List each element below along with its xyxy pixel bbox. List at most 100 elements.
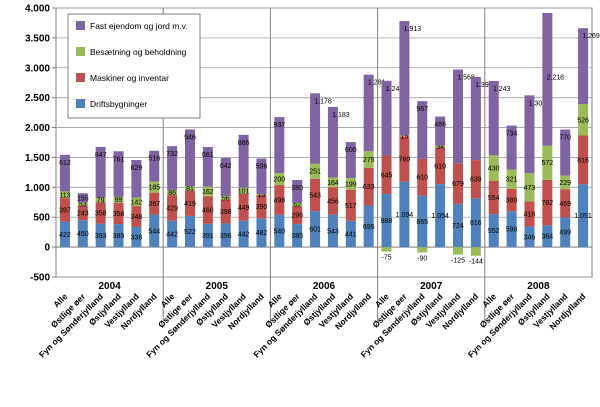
bar-segment [488, 214, 499, 248]
data-label: 598 [506, 227, 518, 234]
data-label: 554 [488, 195, 500, 202]
bar-segment [274, 214, 285, 248]
data-label: 393 [95, 233, 107, 240]
year-label: 2008 [527, 281, 550, 292]
data-label: 1.302 [529, 100, 547, 107]
data-label: 380 [506, 198, 518, 205]
bar-segment [274, 185, 285, 215]
y-tick-label: 2.000 [25, 123, 50, 134]
bar-segment [435, 116, 446, 146]
bar-segment [95, 197, 106, 203]
y-tick-label: 4.000 [25, 4, 50, 15]
data-label: 422 [59, 232, 71, 239]
bar-segment [220, 196, 231, 200]
bar-segment [345, 177, 356, 190]
bar-segment [256, 158, 267, 195]
data-label: 86 [168, 190, 176, 197]
data-label: 544 [148, 228, 160, 235]
data-label: 164 [327, 180, 339, 187]
bar-segment [435, 145, 446, 148]
bar-segment [560, 217, 571, 248]
bar-segment [470, 160, 481, 199]
data-label: 1.249 [386, 86, 404, 93]
bar-segment [238, 134, 249, 188]
bar-segment [363, 151, 374, 168]
data-label: -90 [417, 255, 427, 262]
bar-segment [542, 13, 553, 146]
bar-segment [310, 178, 321, 212]
bar-segment [363, 74, 374, 152]
bar-segment [185, 215, 195, 248]
data-label: 639 [470, 177, 482, 184]
bar-segment [185, 129, 195, 187]
data-label: 229 [559, 180, 571, 187]
data-label: 552 [488, 228, 500, 235]
bar-segment [506, 169, 517, 189]
data-label: 385 [291, 233, 303, 240]
bar-segment [435, 184, 446, 248]
data-label: 2.218 [547, 74, 565, 81]
bar-segment [542, 179, 553, 226]
data-label: 543 [327, 228, 339, 235]
data-label: 380 [291, 185, 303, 192]
data-label: 441 [345, 231, 357, 238]
data-label: 79 [97, 197, 105, 204]
bar-segment [381, 194, 392, 248]
bar-segment [274, 117, 285, 174]
bar-segment [113, 196, 124, 203]
data-label: 762 [541, 200, 553, 207]
bar-segment [292, 224, 303, 248]
data-label: 612 [59, 160, 71, 167]
data-label: 442 [166, 231, 178, 238]
data-label: 761 [113, 156, 125, 163]
bar-segment [363, 167, 374, 206]
data-label: 364 [541, 234, 553, 241]
data-label: 113 [59, 192, 70, 199]
data-label: 101 [238, 188, 250, 195]
data-label: 358 [113, 211, 125, 218]
data-label: 610 [416, 175, 428, 182]
data-label: 1.178 [314, 98, 332, 105]
bar-segment [542, 225, 553, 248]
data-label: 243 [77, 210, 89, 217]
bar-segment [327, 187, 338, 215]
bar-segment [435, 147, 446, 185]
data-label: 724 [452, 223, 464, 230]
bar-segment [202, 147, 213, 187]
data-label: 1.054 [431, 213, 449, 220]
bar-segment [185, 190, 195, 216]
bar-segment [292, 206, 303, 225]
bar-segment [417, 158, 428, 196]
legend-label: Driftsbygninger [90, 99, 147, 109]
legend-box [67, 13, 201, 119]
bar-segment [185, 186, 195, 191]
bar-segment [381, 247, 392, 252]
bar-segment [399, 21, 410, 136]
bar-segment [524, 173, 535, 202]
data-label: 610 [434, 163, 446, 170]
y-tick-label: 500 [33, 213, 50, 224]
bar-segment [417, 195, 428, 248]
bar-segment [506, 125, 517, 170]
bar-segment [167, 220, 178, 248]
y-tick-label: 1.000 [25, 183, 50, 194]
data-label: 517 [345, 203, 357, 210]
bar-segment [131, 197, 142, 207]
bar-segment [202, 186, 213, 197]
data-label: 946 [184, 134, 196, 141]
bar-segment [167, 195, 178, 221]
data-label: 62 [293, 202, 301, 209]
bar-segment [524, 226, 535, 248]
bar-segment [292, 179, 303, 203]
data-label: 385 [113, 233, 125, 240]
data-label: 967 [416, 106, 428, 113]
data-label: 1.051 [574, 213, 592, 220]
bar-segment [95, 202, 106, 224]
legend-swatch [76, 21, 85, 30]
data-label: 346 [524, 234, 536, 241]
bar-segment [506, 211, 517, 248]
data-label: 645 [381, 172, 393, 179]
data-label: 937 [273, 122, 285, 129]
bar-segment [77, 202, 88, 206]
